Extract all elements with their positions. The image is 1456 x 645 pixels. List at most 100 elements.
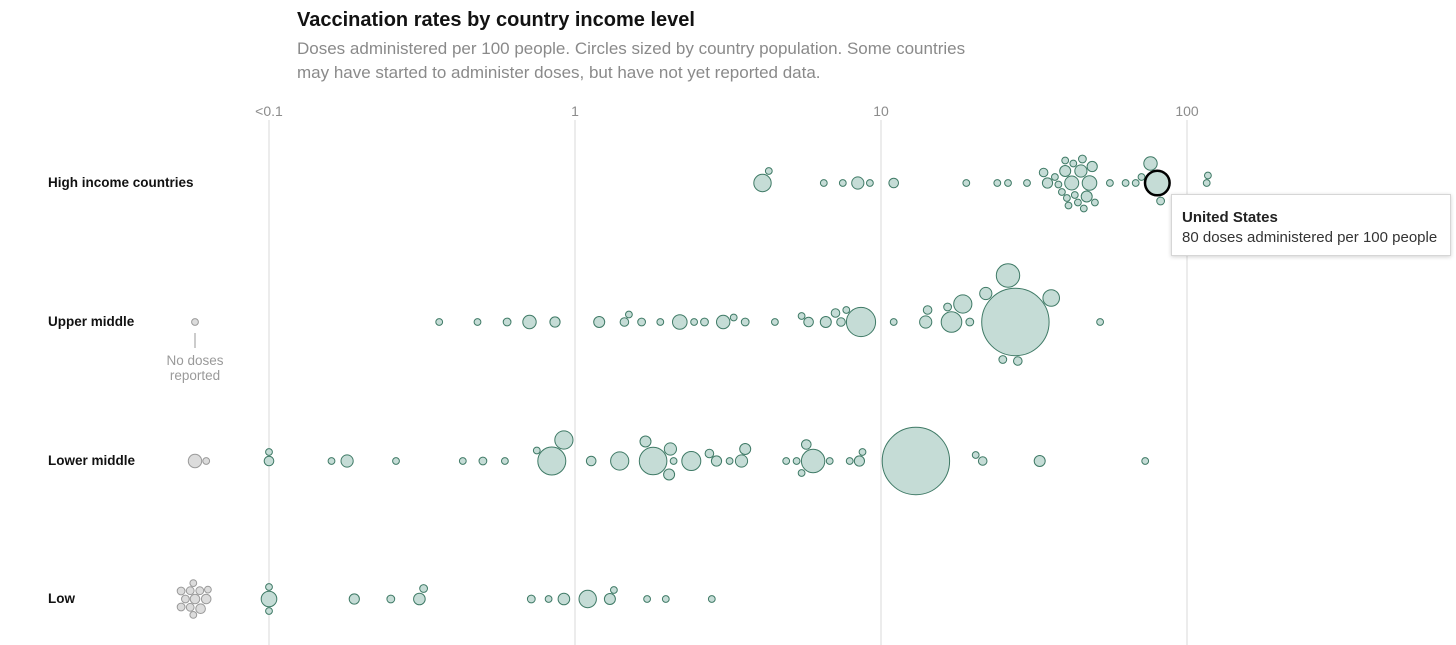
unreported-country-dot[interactable] (189, 579, 198, 587)
country-dot[interactable] (800, 448, 826, 474)
country-dot[interactable] (993, 179, 1002, 187)
country-dot[interactable] (669, 457, 678, 465)
unreported-country-dot[interactable] (187, 453, 203, 469)
country-dot[interactable] (639, 435, 652, 448)
country-dot[interactable] (782, 457, 791, 465)
unreported-country-dot[interactable] (200, 593, 212, 605)
country-dot[interactable] (672, 314, 688, 330)
country-dot[interactable] (943, 302, 952, 312)
country-dot[interactable] (764, 167, 773, 175)
country-dot[interactable] (585, 455, 597, 467)
country-dot[interactable] (610, 586, 618, 594)
country-dot[interactable] (965, 317, 975, 327)
unreported-country-dot[interactable] (189, 593, 201, 605)
country-dot[interactable] (830, 308, 841, 318)
country-dot[interactable] (1091, 198, 1099, 207)
country-dot[interactable] (537, 446, 567, 476)
country-dot[interactable] (1202, 179, 1211, 187)
country-dot[interactable] (265, 583, 273, 591)
country-dot[interactable] (729, 313, 738, 322)
country-dot[interactable] (526, 594, 536, 604)
country-dot[interactable] (1081, 175, 1098, 191)
country-dot[interactable] (707, 595, 716, 603)
country-dot[interactable] (501, 457, 509, 465)
country-dot[interactable] (1038, 167, 1049, 178)
country-dot[interactable] (544, 595, 553, 603)
country-dot[interactable] (1156, 196, 1165, 206)
country-dot[interactable] (1042, 289, 1060, 307)
country-dot[interactable] (593, 316, 606, 328)
unreported-country-dot[interactable] (181, 594, 190, 604)
unreported-country-dot[interactable] (195, 586, 205, 596)
country-dot[interactable] (1070, 191, 1079, 199)
unreported-country-dot[interactable] (202, 457, 211, 465)
country-dot[interactable] (663, 442, 678, 456)
country-dot[interactable] (1058, 188, 1066, 196)
country-dot[interactable] (842, 306, 851, 314)
country-dot[interactable] (1080, 190, 1093, 203)
country-dot[interactable] (473, 318, 482, 326)
country-dot[interactable] (1106, 179, 1114, 187)
country-dot[interactable] (625, 310, 633, 319)
country-dot[interactable] (260, 590, 278, 608)
country-dot[interactable] (1064, 175, 1080, 191)
unreported-country-dot[interactable] (185, 586, 195, 596)
country-dot[interactable] (549, 316, 561, 328)
country-dot[interactable] (1063, 194, 1071, 202)
country-dot[interactable] (919, 315, 933, 329)
country-dot[interactable] (435, 318, 444, 326)
country-dot[interactable] (1074, 164, 1088, 178)
country-dot[interactable] (771, 318, 779, 326)
country-dot[interactable] (637, 317, 646, 327)
country-dot[interactable] (700, 317, 709, 327)
country-dot[interactable] (981, 287, 1050, 357)
country-dot[interactable] (1033, 455, 1046, 467)
country-dot[interactable] (704, 448, 715, 459)
country-dot[interactable] (619, 317, 630, 327)
country-dot[interactable] (690, 318, 698, 326)
country-dot[interactable] (392, 457, 400, 465)
country-dot[interactable] (819, 316, 832, 328)
country-dot[interactable] (1023, 179, 1031, 187)
country-dot[interactable] (971, 451, 980, 459)
country-dot[interactable] (610, 451, 630, 471)
country-dot[interactable] (1059, 165, 1072, 177)
country-dot[interactable] (265, 607, 273, 615)
country-dot[interactable] (413, 592, 426, 606)
country-dot[interactable] (977, 456, 988, 466)
country-dot[interactable] (858, 448, 867, 456)
country-dot[interactable] (797, 312, 806, 320)
country-dot[interactable] (998, 355, 1008, 364)
country-dot[interactable] (502, 317, 512, 327)
country-dot[interactable] (710, 455, 723, 467)
country-dot[interactable] (853, 455, 866, 467)
country-dot[interactable] (265, 448, 273, 456)
country-dot[interactable] (348, 593, 360, 605)
country-dot[interactable] (838, 179, 847, 187)
unreported-country-dot[interactable] (176, 602, 186, 612)
country-dot[interactable] (1204, 171, 1212, 180)
country-dot[interactable] (1143, 156, 1158, 171)
country-dot[interactable] (851, 176, 865, 190)
country-dot[interactable] (1086, 160, 1098, 173)
country-dot[interactable] (845, 306, 877, 338)
unreported-country-dot[interactable] (204, 585, 212, 594)
country-dot[interactable] (940, 311, 963, 333)
country-dot[interactable] (1013, 356, 1023, 366)
country-dot[interactable] (825, 457, 834, 465)
country-dot[interactable] (656, 318, 665, 326)
country-dot[interactable] (1069, 159, 1078, 168)
country-dot[interactable] (661, 595, 670, 603)
country-dot[interactable] (643, 595, 651, 603)
country-dot[interactable] (1041, 177, 1054, 189)
country-dot[interactable] (263, 455, 275, 467)
country-dot[interactable] (922, 305, 933, 315)
country-dot[interactable] (866, 179, 874, 187)
country-dot[interactable] (962, 179, 971, 187)
country-dot[interactable] (327, 457, 336, 465)
country-dot[interactable] (1064, 201, 1073, 210)
country-dot[interactable] (1079, 204, 1088, 213)
country-dot[interactable] (419, 584, 429, 593)
country-dot[interactable] (797, 469, 806, 477)
country-dot[interactable] (979, 286, 993, 301)
